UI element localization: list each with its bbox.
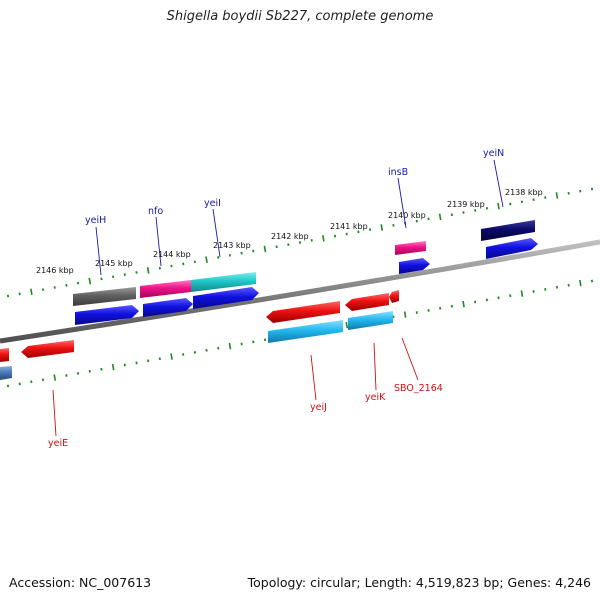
gene-yeiJ[interactable] bbox=[266, 301, 340, 323]
topology-text: Topology: circular; Length: 4,519,823 bp… bbox=[247, 575, 591, 590]
ruler-major-tick bbox=[146, 267, 150, 274]
gene-reverse-red[interactable] bbox=[0, 348, 9, 362]
kbp-label: 2138 kbp bbox=[505, 188, 543, 197]
forward-strand-genes bbox=[73, 220, 538, 325]
ruler-major-tick bbox=[205, 256, 208, 263]
ruler-major-tick bbox=[263, 245, 267, 253]
gene-label-nfo: nfo bbox=[148, 206, 163, 217]
ruler-major-tick bbox=[497, 202, 500, 210]
ruler-major-tick bbox=[228, 342, 232, 350]
ruler-major-tick bbox=[403, 311, 407, 318]
ruler-minor-tick bbox=[567, 283, 570, 287]
gene-forward-blue[interactable] bbox=[486, 238, 538, 259]
ruler-major-tick bbox=[462, 300, 465, 308]
gene-reverse-sky[interactable] bbox=[348, 311, 393, 330]
gene-yeiI[interactable] bbox=[191, 272, 256, 292]
ruler-minor-tick bbox=[41, 288, 45, 291]
kbp-label: 2141 kbp bbox=[330, 222, 368, 231]
ruler-major-tick bbox=[555, 192, 559, 199]
ruler-major-tick bbox=[380, 224, 384, 231]
ruler-minor-tick bbox=[217, 256, 220, 259]
gene-SBO_2164[interactable] bbox=[389, 290, 399, 303]
kbp-label: 2145 kbp bbox=[95, 259, 133, 268]
gene-label-yeiI: yeiI bbox=[204, 198, 221, 209]
ruler-minor-tick bbox=[497, 296, 500, 300]
gene-nfo[interactable] bbox=[140, 280, 191, 298]
kbp-label: 2142 kbp bbox=[271, 232, 309, 241]
ruler-minor-tick bbox=[439, 306, 442, 310]
gene-insB[interactable] bbox=[395, 241, 426, 255]
tick-ruler-forward bbox=[6, 187, 594, 298]
gene-yeiN[interactable] bbox=[481, 220, 535, 241]
ruler-minor-tick bbox=[263, 338, 267, 342]
map-title: Shigella boydii Sb227, complete genome bbox=[166, 9, 434, 24]
kbp-scale-labels: 2146 kbp 2145 kbp 2144 kbp 2143 kbp 2142… bbox=[36, 188, 543, 275]
gene-forward-blue[interactable] bbox=[193, 287, 259, 309]
ruler-major-tick bbox=[520, 290, 524, 297]
gene-reverse-steel[interactable] bbox=[0, 366, 12, 380]
ruler-minor-tick bbox=[158, 357, 161, 361]
forward-gene-labels: yeiH nfo yeiI insB yeiN bbox=[85, 148, 504, 226]
ruler-minor-tick bbox=[147, 359, 150, 363]
ruler-minor-tick bbox=[30, 380, 33, 384]
ruler-minor-tick bbox=[333, 234, 337, 238]
ruler-major-tick bbox=[88, 277, 92, 285]
ruler-minor-tick bbox=[100, 367, 103, 371]
reverse-label-leaders bbox=[52, 337, 419, 437]
tick-ruler-reverse bbox=[6, 279, 594, 388]
reverse-strand-genes bbox=[0, 290, 399, 380]
ruler-major-tick bbox=[111, 363, 115, 371]
ruler-major-tick bbox=[30, 288, 33, 296]
gene-forward-blue[interactable] bbox=[75, 305, 139, 325]
ruler-minor-tick bbox=[555, 285, 559, 289]
ruler-minor-tick bbox=[450, 213, 453, 217]
ruler-minor-tick bbox=[392, 224, 395, 227]
ruler-minor-tick bbox=[100, 277, 103, 281]
ruler-major-tick bbox=[345, 321, 349, 329]
ruler-minor-tick bbox=[450, 304, 453, 308]
ruler-major-tick bbox=[170, 353, 173, 360]
ruler-minor-tick bbox=[275, 245, 278, 249]
gene-label-yeiJ: yeiJ bbox=[310, 402, 327, 413]
kbp-label: 2140 kbp bbox=[388, 211, 426, 220]
ruler-major-tick bbox=[579, 279, 582, 287]
accession-text: Accession: NC_007613 bbox=[9, 575, 152, 590]
gene-label-insB: insB bbox=[388, 167, 408, 178]
gene-label-yeiK: yeiK bbox=[365, 392, 386, 403]
ruler-minor-tick bbox=[509, 294, 512, 298]
gene-yeiE[interactable] bbox=[21, 340, 74, 358]
gene-label-yeiN: yeiN bbox=[483, 148, 504, 159]
gene-label-SBO_2164: SBO_2164 bbox=[394, 383, 443, 394]
ruler-minor-tick bbox=[509, 202, 512, 206]
ruler-major-tick bbox=[53, 374, 57, 381]
ruler-minor-tick bbox=[158, 266, 161, 270]
ruler-minor-tick bbox=[392, 315, 395, 319]
ruler-minor-tick bbox=[567, 191, 570, 195]
ruler-minor-tick bbox=[88, 369, 91, 373]
kbp-label: 2146 kbp bbox=[36, 266, 74, 275]
gene-forward-blue[interactable] bbox=[143, 298, 193, 317]
ruler-minor-tick bbox=[217, 346, 220, 350]
gene-label-yeiH: yeiH bbox=[85, 215, 106, 226]
genome-backbone bbox=[0, 239, 600, 344]
ruler-minor-tick bbox=[41, 378, 45, 382]
kbp-label: 2139 kbp bbox=[447, 200, 485, 209]
reverse-gene-labels: yeiE yeiJ yeiK SBO_2164 bbox=[48, 383, 443, 449]
kbp-label: 2143 kbp bbox=[213, 241, 251, 250]
ruler-major-tick bbox=[438, 213, 442, 221]
gene-yeiH[interactable] bbox=[73, 287, 136, 306]
ruler-major-tick bbox=[322, 234, 325, 242]
ruler-minor-tick bbox=[205, 348, 208, 352]
gene-label-yeiE: yeiE bbox=[48, 438, 68, 449]
forward-label-leaders bbox=[95, 159, 504, 276]
gene-reverse-sky[interactable] bbox=[268, 320, 343, 343]
kbp-label: 2144 kbp bbox=[153, 250, 191, 259]
gene-forward-blue[interactable] bbox=[399, 258, 430, 274]
gene-yeiK[interactable] bbox=[345, 293, 389, 311]
